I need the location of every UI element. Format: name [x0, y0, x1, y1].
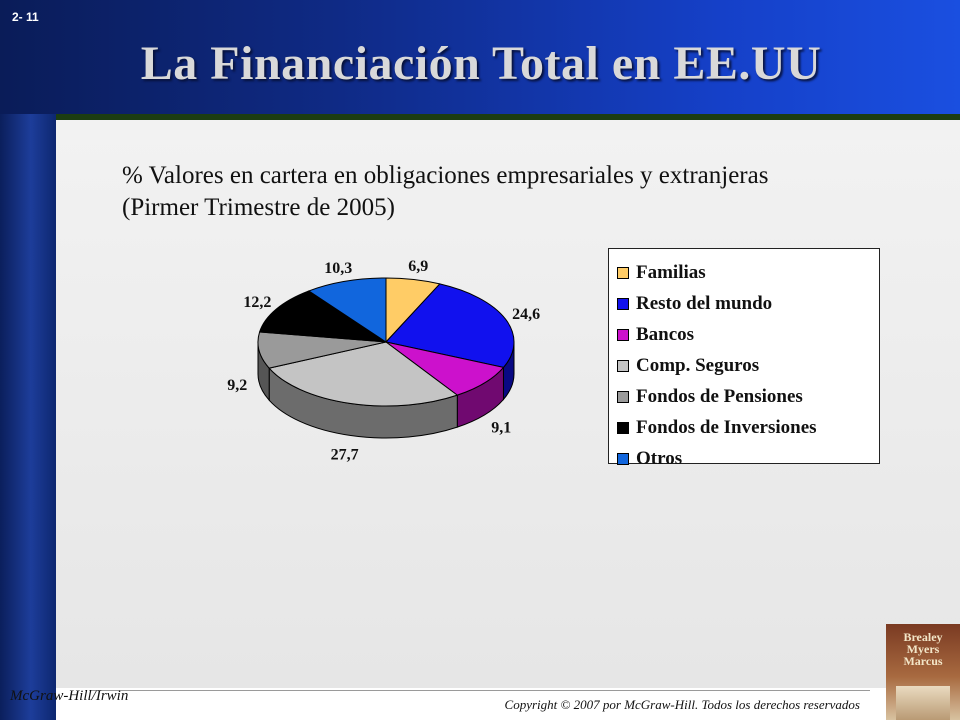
pie-slice	[307, 277, 387, 343]
legend-swatch-resto-del-mundo	[617, 297, 629, 310]
footer-divider	[90, 690, 870, 691]
footer-area	[56, 688, 876, 720]
chart-subtitle: % Valores en cartera en obligaciones emp…	[122, 162, 769, 221]
data-label: 27,7	[331, 447, 359, 464]
data-label: 9,1	[491, 420, 511, 437]
pie-chart: 6,9 24,6 9,1 27,7 9,2 12,2 10,3	[227, 258, 540, 464]
data-label: 12,2	[243, 294, 271, 311]
book-author: Marcus	[903, 654, 943, 668]
legend-label: Fondos de Inversiones	[636, 416, 817, 438]
data-label: 10,3	[324, 260, 352, 277]
legend-item-otros: Otros	[617, 443, 879, 474]
legend-label: Comp. Seguros	[636, 354, 760, 376]
chart-legend: Familias Resto del mundo Bancos Comp. Se…	[608, 248, 880, 469]
legend-swatch-otros	[617, 452, 629, 465]
data-label: 9,2	[227, 377, 247, 394]
title-divider	[56, 114, 960, 120]
legend-item-bancos: Bancos	[617, 319, 879, 350]
slide-title: La Financiación Total en EE.UU	[140, 37, 822, 90]
left-decorative-bar	[0, 0, 56, 720]
legend-label: Resto del mundo	[636, 292, 773, 314]
legend-item-familias: Familias	[617, 257, 879, 288]
legend-item-fondos-de-inversiones: Fondos de Inversiones	[617, 412, 879, 443]
slide-number: 2- 11	[12, 10, 39, 24]
legend-label: Fondos de Pensiones	[636, 385, 803, 407]
pie-slice	[258, 290, 388, 343]
book-author: Myers	[906, 642, 940, 656]
legend-item-fondos-de-pensiones: Fondos de Pensiones	[617, 381, 879, 412]
data-label: 6,9	[408, 258, 428, 275]
legend-swatch-comp-seguros	[617, 359, 629, 372]
legend-label: Familias	[636, 261, 706, 283]
legend-swatch-familias	[617, 266, 629, 279]
legend-item-resto-del-mundo: Resto del mundo	[617, 288, 879, 319]
legend-swatch-fondos-de-inversiones	[617, 421, 629, 434]
data-label: 24,6	[512, 306, 540, 323]
book-cover-image: Brealey Myers Marcus	[886, 624, 960, 720]
pie-slice	[385, 283, 515, 368]
legend-swatch-bancos	[617, 328, 629, 341]
publisher-label: McGraw-Hill/Irwin	[10, 688, 129, 704]
copyright-notice: Copyright © 2007 por McGraw-Hill. Todos …	[504, 697, 860, 712]
legend-label: Bancos	[636, 323, 695, 345]
legend-swatch-fondos-de-pensiones	[617, 390, 629, 403]
book-cover-art	[896, 686, 950, 720]
legend-label: Otros	[636, 447, 683, 469]
book-author: Brealey	[903, 630, 943, 644]
title-bar	[0, 0, 960, 114]
legend-item-comp-seguros: Comp. Seguros	[617, 350, 879, 381]
